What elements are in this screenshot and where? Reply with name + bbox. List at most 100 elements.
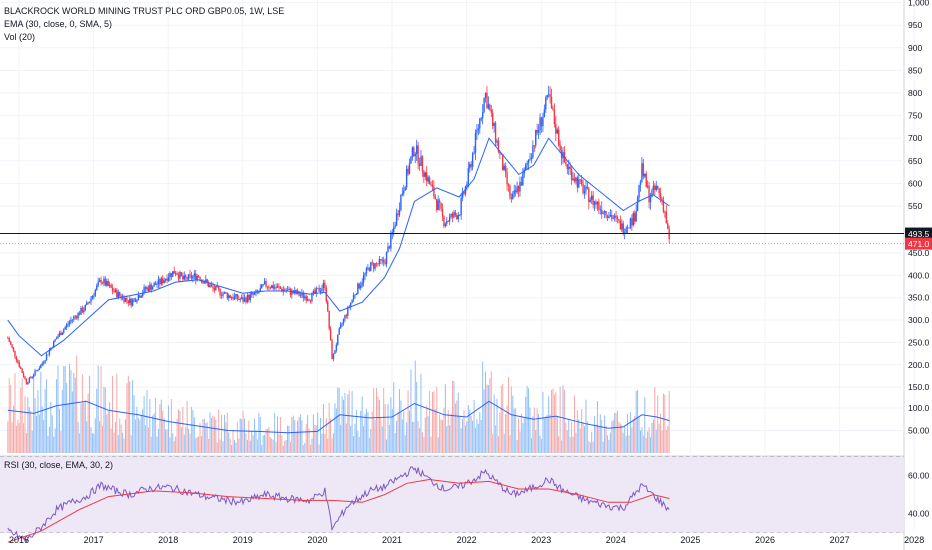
volume-bar	[631, 427, 633, 453]
volume-bar	[619, 423, 621, 453]
candle-body	[622, 223, 624, 235]
volume-bar	[606, 435, 608, 453]
volume-bar	[469, 409, 471, 453]
volume-bar	[605, 425, 607, 453]
candle-body	[407, 168, 409, 174]
volume-bar	[595, 424, 597, 453]
candle-body	[357, 283, 359, 295]
volume-bar	[34, 398, 36, 453]
volume-bar	[93, 433, 95, 453]
volume-bar	[414, 360, 416, 453]
candle-body	[585, 186, 587, 191]
candle-body	[180, 272, 183, 276]
candle-body	[662, 200, 665, 212]
candle-body	[88, 301, 91, 304]
candle-body	[549, 94, 551, 98]
volume-bar	[282, 445, 284, 453]
candle-body	[119, 292, 121, 296]
candle-body	[166, 278, 168, 281]
volume-bar	[576, 410, 578, 453]
volume-bar	[307, 414, 309, 453]
volume-bar	[91, 433, 93, 453]
candle-body	[216, 286, 218, 287]
candle-body	[543, 109, 546, 118]
volume-bar	[266, 428, 268, 453]
candle-body	[466, 184, 468, 187]
candle-body	[73, 316, 75, 320]
candle-body	[381, 259, 383, 261]
candle-body	[104, 278, 107, 286]
volume-bar	[109, 402, 111, 453]
candle-body	[100, 279, 102, 284]
candle-body	[360, 285, 362, 289]
volume-bar	[56, 379, 58, 453]
volume-bar	[40, 371, 42, 453]
candle-body	[388, 246, 391, 249]
volume-bar	[317, 412, 319, 453]
volume-bar	[569, 437, 571, 453]
volume-bar	[474, 427, 476, 453]
volume-bar	[46, 379, 48, 453]
volume-bar	[608, 439, 610, 453]
candle-body	[129, 298, 131, 304]
volume-bar	[452, 380, 454, 453]
candle-body	[193, 273, 196, 277]
volume-bar	[515, 408, 517, 453]
volume-bar	[268, 427, 270, 453]
volume-bar	[140, 415, 142, 453]
volume-bar	[327, 438, 329, 453]
rsi-label[interactable]: RSI (30, close, EMA, 30, 2)	[4, 460, 114, 470]
volume-bar	[555, 392, 557, 453]
candle-body	[415, 145, 418, 155]
volume-bar	[198, 436, 200, 453]
candle-body	[395, 213, 398, 226]
volume-bar	[579, 428, 581, 453]
volume-bar	[462, 418, 464, 453]
rsi-ma-line	[7, 478, 670, 543]
volume-bar	[37, 390, 39, 453]
volume-bar	[277, 416, 279, 453]
volume-bar	[281, 434, 283, 453]
candle-body	[516, 186, 518, 193]
candle-body	[58, 332, 61, 337]
volume-bar	[572, 436, 574, 453]
candle-body	[329, 328, 332, 341]
candle-body	[75, 316, 78, 319]
vol-label[interactable]: Vol (20)	[4, 32, 36, 42]
candle-body	[494, 122, 497, 143]
volume-bar	[424, 417, 426, 453]
candle-body	[454, 212, 457, 216]
volume-bar	[505, 414, 507, 453]
ema-label[interactable]: EMA (30, close, 0, SMA, 5)	[4, 19, 113, 29]
price-tick-label: 400.0	[908, 270, 930, 280]
volume-bar	[360, 410, 362, 453]
volume-bar	[318, 444, 320, 453]
candle-body	[276, 286, 279, 288]
volume-bar	[216, 442, 218, 453]
volume-bar	[390, 397, 392, 453]
candle-body	[390, 234, 392, 249]
candle-body	[101, 283, 104, 284]
candle-body	[579, 179, 581, 181]
volume-bar	[423, 436, 425, 453]
symbol-title[interactable]: BLACKROCK WORLD MINING TRUST PLC ORD GBP…	[4, 6, 285, 16]
candle-body	[37, 370, 39, 371]
candle-body	[97, 281, 99, 286]
candle-body	[177, 274, 180, 279]
year-tick-label: 2017	[84, 535, 104, 545]
candle-body	[441, 208, 444, 216]
candle-body	[301, 292, 303, 296]
volume-bar	[644, 397, 646, 453]
candle-body	[106, 281, 108, 286]
candle-body	[246, 295, 249, 303]
volume-bar	[160, 399, 162, 453]
volume-bar	[430, 436, 432, 453]
volume-bar	[291, 417, 293, 453]
volume-bar	[367, 411, 369, 453]
candle-body	[473, 152, 475, 154]
candle-body	[382, 259, 385, 263]
candle-body	[646, 185, 649, 187]
volume-bar	[496, 398, 498, 453]
candle-body	[477, 128, 480, 131]
